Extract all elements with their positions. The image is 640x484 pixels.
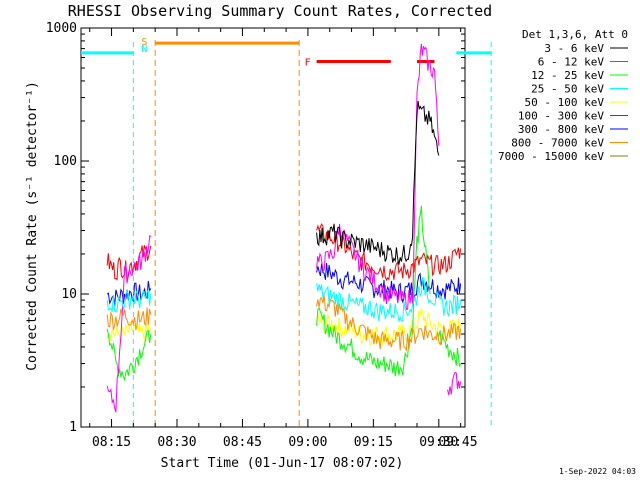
series-line-2 xyxy=(316,205,431,377)
series-line-3 xyxy=(316,277,462,322)
x-axis-label: Start Time (01-Jun-17 08:07:02) xyxy=(161,456,404,471)
legend-label: 50 - 100 keV xyxy=(525,96,605,109)
series-line-1 xyxy=(106,235,152,413)
legend-label: 3 - 6 keV xyxy=(544,42,604,55)
flare-label: F xyxy=(305,57,311,68)
legend-label: 7000 - 15000 keV xyxy=(498,150,604,163)
y-axis-ticks: 1 10 100 1000 xyxy=(46,21,465,435)
plot-frame xyxy=(80,27,466,428)
legend-label: 6 - 12 keV xyxy=(538,56,605,69)
legend-label: 12 - 25 keV xyxy=(531,69,604,82)
chart-title: RHESSI Observing Summary Count Rates, Co… xyxy=(68,2,492,20)
saa-label: S xyxy=(141,37,147,48)
x-tick-label: 08:30 xyxy=(157,435,196,450)
series-line-3 xyxy=(106,288,152,313)
y-axis-label: Corrected Count Rate (s⁻¹ detector⁻¹) xyxy=(25,81,40,371)
observing-markers: SN F xyxy=(81,37,492,427)
y-tick-label: 1000 xyxy=(46,21,77,36)
night-label: N xyxy=(141,44,147,55)
series-line-1 xyxy=(316,43,440,311)
series-line-7 xyxy=(106,307,152,331)
series-line-2 xyxy=(106,328,152,382)
series-line-1 xyxy=(447,371,462,396)
legend-label: 800 - 7000 keV xyxy=(511,137,604,150)
series-line-5 xyxy=(106,245,152,281)
legend-label: 100 - 300 keV xyxy=(518,110,604,123)
y-tick-label: 100 xyxy=(54,154,77,169)
x-tick-label: 09:30 xyxy=(419,435,458,450)
series-line-4 xyxy=(106,321,152,343)
x-tick-label: 09:00 xyxy=(288,435,327,450)
series-line-7 xyxy=(316,294,462,352)
y-tick-label: 10 xyxy=(61,287,77,302)
plot-area: SN F xyxy=(80,27,492,428)
legend-title: Det 1,3,6, Att 0 xyxy=(522,28,628,41)
series-line-6 xyxy=(316,263,462,304)
series-group xyxy=(106,43,462,413)
x-tick-label: 08:45 xyxy=(223,435,262,450)
x-tick-label: 09:45 xyxy=(438,435,477,450)
series-line-0 xyxy=(316,101,440,265)
legend-label: 25 - 50 keV xyxy=(531,83,604,96)
legend-label: 300 - 800 keV xyxy=(518,123,604,136)
x-tick-label: 09:15 xyxy=(354,435,393,450)
x-tick-label: 08:15 xyxy=(92,435,131,450)
footer-timestamp: 1-Sep-2022 04:03 xyxy=(559,467,636,476)
y-tick-label: 1 xyxy=(69,420,77,435)
